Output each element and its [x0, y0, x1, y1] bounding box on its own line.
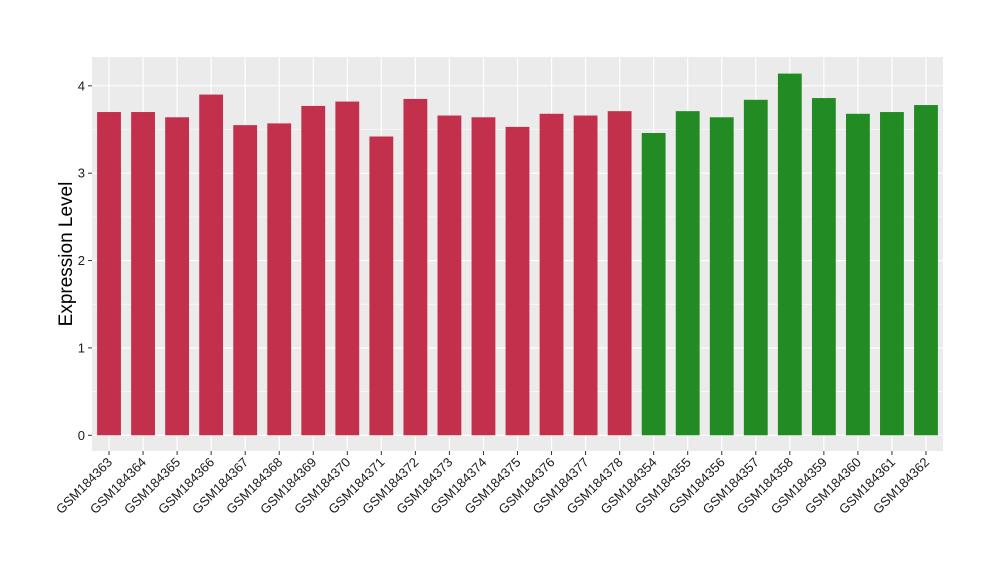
- bar-GSM184359: [811, 98, 836, 436]
- y-tick-label: 3: [78, 166, 85, 181]
- bar-GSM184375: [505, 126, 530, 436]
- bar-GSM184372: [403, 98, 428, 436]
- bar-GSM184360: [845, 113, 870, 436]
- bar-GSM184373: [437, 115, 462, 436]
- y-tick-label: 4: [78, 78, 85, 93]
- x-axis: GSM184363GSM184364GSM184365GSM184366GSM1…: [53, 451, 932, 517]
- bar-GSM184376: [539, 113, 564, 436]
- bar-GSM184368: [267, 123, 292, 436]
- bar-GSM184357: [743, 99, 768, 436]
- bar-GSM184369: [301, 105, 326, 436]
- bar-GSM184356: [709, 117, 734, 436]
- y-tick-label: 2: [78, 253, 85, 268]
- bar-layer: [97, 73, 938, 436]
- bar-GSM184355: [675, 111, 700, 436]
- bar-GSM184358: [777, 73, 802, 436]
- bar-GSM184363: [97, 112, 121, 436]
- bar-GSM184366: [199, 94, 224, 436]
- bar-GSM184371: [369, 136, 394, 436]
- y-axis: 0 1 2 3 4: [78, 78, 92, 443]
- bar-GSM184378: [607, 111, 632, 436]
- bar-GSM184367: [233, 125, 258, 436]
- bar-GSM184374: [471, 117, 496, 436]
- bar-GSM184364: [131, 112, 155, 436]
- y-tick-label: 0: [78, 428, 85, 443]
- y-tick-label: 1: [78, 340, 85, 355]
- bar-GSM184354: [641, 133, 666, 436]
- bar-GSM184365: [165, 117, 190, 436]
- bar-GSM184377: [573, 115, 598, 436]
- y-axis-title: Expression Level: [56, 182, 77, 327]
- bar-GSM184361: [880, 112, 904, 436]
- bar-GSM184362: [914, 105, 938, 436]
- bar-GSM184370: [335, 101, 360, 436]
